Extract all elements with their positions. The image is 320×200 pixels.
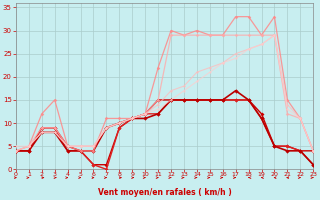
X-axis label: Vent moyen/en rafales ( km/h ): Vent moyen/en rafales ( km/h ) (98, 188, 231, 197)
